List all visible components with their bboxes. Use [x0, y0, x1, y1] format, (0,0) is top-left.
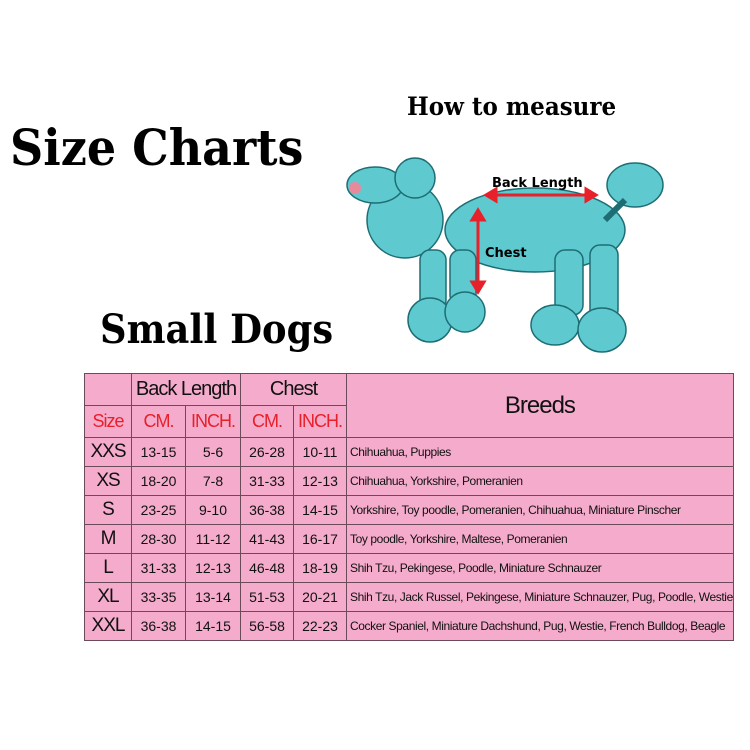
empty-cell	[84, 373, 132, 406]
back-length-inch-cell: 5-6	[185, 437, 241, 467]
back-length-inch-cell: 14-15	[185, 611, 241, 641]
unit-header: CM.	[131, 405, 186, 438]
chest-inch-cell: 22-23	[293, 611, 347, 641]
breeds-cell: Shih Tzu, Jack Russel, Pekingese, Miniat…	[346, 582, 734, 612]
back-length-cm-cell: 31-33	[131, 553, 186, 583]
table-row: XXS 13-15 5-6 26-28 10-11 Chihuahua, Puppies	[84, 437, 734, 467]
size-cell: XXS	[84, 437, 132, 467]
back-length-cm-cell: 36-38	[131, 611, 186, 641]
unit-header: INCH.	[185, 405, 241, 438]
breeds-header: Breeds	[346, 373, 734, 438]
section-title: Small Dogs	[100, 306, 334, 353]
nose-icon	[349, 182, 361, 194]
chest-cm-cell: 26-28	[240, 437, 294, 467]
back-length-header: Back Length	[131, 373, 241, 406]
back-length-cm-cell: 33-35	[131, 582, 186, 612]
unit-header-row: Size CM. INCH. CM. INCH.	[84, 405, 734, 438]
size-cell: S	[84, 495, 132, 525]
measure-arrows	[469, 186, 599, 295]
back-length-inch-cell: 13-14	[185, 582, 241, 612]
size-table: Back Length Chest Breeds Size CM. INCH. …	[84, 373, 734, 641]
chest-inch-cell: 20-21	[293, 582, 347, 612]
breeds-cell: Chihuahua, Puppies	[346, 437, 734, 467]
chest-cm-cell: 51-53	[240, 582, 294, 612]
measure-title: How to measure	[407, 92, 617, 121]
size-cell: XXL	[84, 611, 132, 641]
size-cell: L	[84, 553, 132, 583]
table-row: L 31-33 12-13 46-48 18-19 Shih Tzu, Pekingese…	[84, 553, 734, 583]
size-cell: M	[84, 524, 132, 554]
back-length-inch-cell: 9-10	[185, 495, 241, 525]
back-length-cm-cell: 23-25	[131, 495, 186, 525]
table-row: M 28-30 11-12 41-43 16-17 Toy poodle, Yorkshi…	[84, 524, 734, 554]
chest-cm-cell: 41-43	[240, 524, 294, 554]
poodle-measure-illustration: Back Length Chest	[346, 157, 664, 353]
chest-cm-cell: 56-58	[240, 611, 294, 641]
page-title: Size Charts	[10, 118, 304, 177]
table-row: XXL 36-38 14-15 56-58 22-23 Cocker Spaniel, M…	[84, 611, 734, 641]
size-cell: XS	[84, 466, 132, 496]
size-cell: XL	[84, 582, 132, 612]
chest-inch-cell: 18-19	[293, 553, 347, 583]
breeds-cell: Toy poodle, Yorkshire, Maltese, Pomerani…	[346, 524, 734, 554]
chest-cm-cell: 46-48	[240, 553, 294, 583]
poodle-icon	[346, 157, 664, 353]
chest-inch-cell: 10-11	[293, 437, 347, 467]
breeds-cell: Shih Tzu, Pekingese, Poodle, Miniature S…	[346, 553, 734, 583]
breeds-cell: Yorkshire, Toy poodle, Pomeranien, Chihu…	[346, 495, 734, 525]
chest-inch-cell: 14-15	[293, 495, 347, 525]
back-length-label: Back Length	[492, 176, 583, 191]
breeds-cell: Chihuahua, Yorkshire, Pomeranien	[346, 466, 734, 496]
size-header: Size	[84, 405, 132, 438]
back-length-cm-cell: 18-20	[131, 466, 186, 496]
unit-header: INCH.	[293, 405, 347, 438]
chest-label: Chest	[485, 246, 527, 261]
unit-header: CM.	[240, 405, 294, 438]
table-row: XS 18-20 7-8 31-33 12-13 Chihuahua, Yorkshire…	[84, 466, 734, 496]
chest-cm-cell: 31-33	[240, 466, 294, 496]
table-row: S 23-25 9-10 36-38 14-15 Yorkshire, Toy poodl…	[84, 495, 734, 525]
back-length-inch-cell: 11-12	[185, 524, 241, 554]
breeds-cell: Cocker Spaniel, Miniature Dachshund, Pug…	[346, 611, 734, 641]
chest-cm-cell: 36-38	[240, 495, 294, 525]
group-header-row: Back Length Chest Breeds	[84, 373, 734, 438]
back-length-inch-cell: 12-13	[185, 553, 241, 583]
back-length-inch-cell: 7-8	[185, 466, 241, 496]
back-length-cm-cell: 28-30	[131, 524, 186, 554]
chest-inch-cell: 12-13	[293, 466, 347, 496]
table-row: XL 33-35 13-14 51-53 20-21 Shih Tzu, Jack Rus…	[84, 582, 734, 612]
back-length-cm-cell: 13-15	[131, 437, 186, 467]
chest-header: Chest	[240, 373, 347, 406]
chest-inch-cell: 16-17	[293, 524, 347, 554]
